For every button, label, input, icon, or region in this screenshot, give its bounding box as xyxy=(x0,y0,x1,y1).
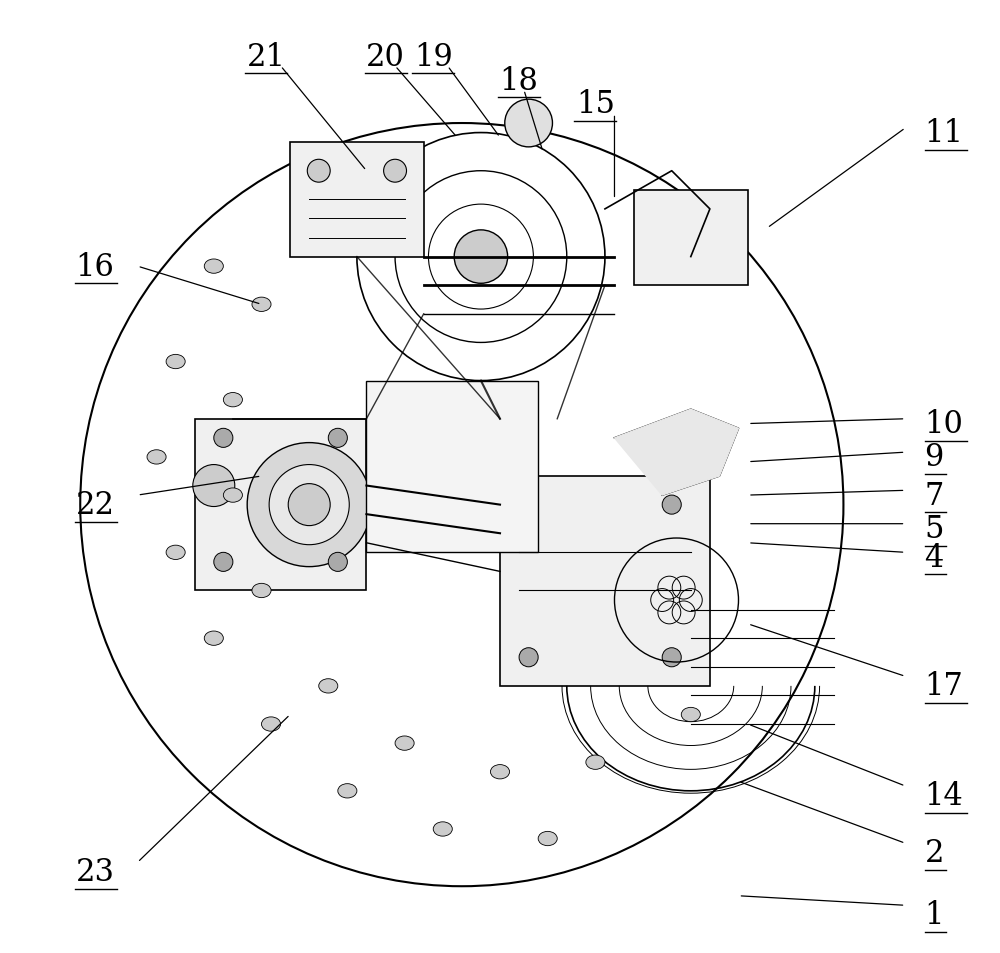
Text: 17: 17 xyxy=(925,671,963,701)
Text: 9: 9 xyxy=(925,442,944,473)
Circle shape xyxy=(505,100,552,148)
Text: 23: 23 xyxy=(75,857,114,887)
Text: 18: 18 xyxy=(500,66,539,96)
Ellipse shape xyxy=(262,718,281,732)
Text: 22: 22 xyxy=(75,490,114,520)
Text: 2: 2 xyxy=(925,838,944,868)
Ellipse shape xyxy=(681,707,700,722)
Ellipse shape xyxy=(252,583,271,598)
Ellipse shape xyxy=(433,821,452,837)
Ellipse shape xyxy=(204,632,223,646)
Text: 21: 21 xyxy=(247,42,286,72)
FancyBboxPatch shape xyxy=(195,419,366,591)
Text: 7: 7 xyxy=(925,480,944,511)
Ellipse shape xyxy=(204,260,223,274)
Circle shape xyxy=(193,465,235,507)
Circle shape xyxy=(519,648,538,667)
Ellipse shape xyxy=(586,755,605,770)
FancyBboxPatch shape xyxy=(634,191,748,286)
Ellipse shape xyxy=(223,394,242,408)
Circle shape xyxy=(384,160,407,183)
Ellipse shape xyxy=(319,679,338,693)
Ellipse shape xyxy=(490,764,510,780)
Text: 1: 1 xyxy=(925,900,944,930)
Ellipse shape xyxy=(538,831,557,846)
Text: 10: 10 xyxy=(925,409,963,439)
FancyBboxPatch shape xyxy=(500,476,710,686)
Circle shape xyxy=(214,553,233,572)
Text: 15: 15 xyxy=(576,90,615,120)
Circle shape xyxy=(307,160,330,183)
Ellipse shape xyxy=(223,489,242,503)
Circle shape xyxy=(247,443,371,567)
Circle shape xyxy=(328,429,347,448)
Circle shape xyxy=(288,484,330,526)
Circle shape xyxy=(519,496,538,515)
Text: 4: 4 xyxy=(925,542,944,573)
Polygon shape xyxy=(614,410,738,496)
Circle shape xyxy=(269,465,349,545)
Text: 16: 16 xyxy=(75,252,114,282)
Circle shape xyxy=(454,231,508,284)
Ellipse shape xyxy=(338,783,357,799)
Ellipse shape xyxy=(166,545,185,560)
Text: 14: 14 xyxy=(925,781,963,811)
FancyBboxPatch shape xyxy=(290,143,424,257)
Ellipse shape xyxy=(147,451,166,464)
Circle shape xyxy=(214,429,233,448)
Ellipse shape xyxy=(166,355,185,370)
FancyBboxPatch shape xyxy=(366,381,538,553)
Text: 20: 20 xyxy=(366,42,405,72)
Text: 19: 19 xyxy=(414,42,453,72)
Circle shape xyxy=(328,553,347,572)
Circle shape xyxy=(662,648,681,667)
Circle shape xyxy=(662,496,681,515)
Ellipse shape xyxy=(252,297,271,313)
Text: 5: 5 xyxy=(925,514,944,544)
Text: 11: 11 xyxy=(925,118,964,149)
Ellipse shape xyxy=(395,736,414,751)
